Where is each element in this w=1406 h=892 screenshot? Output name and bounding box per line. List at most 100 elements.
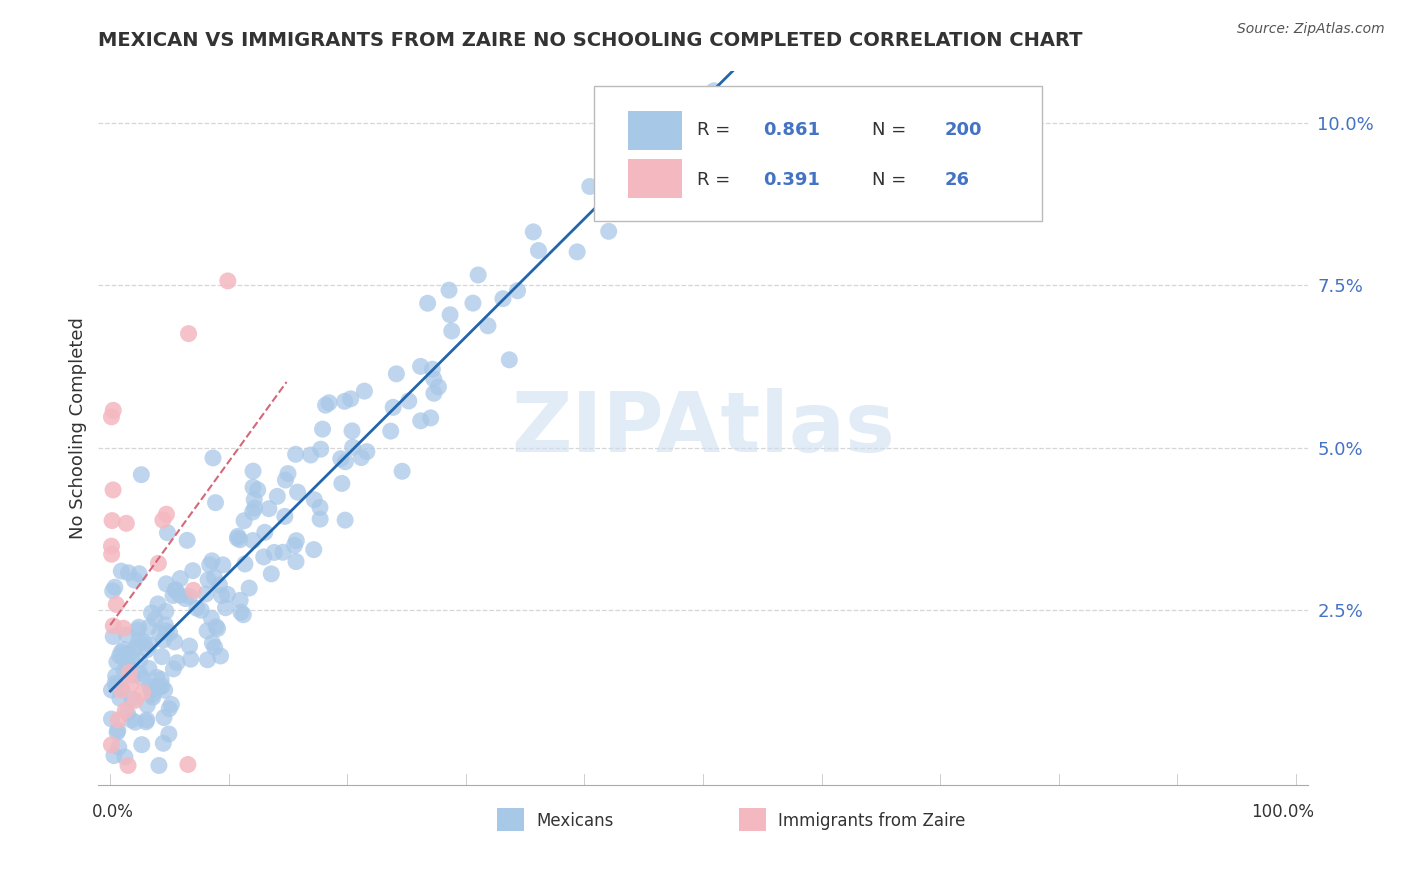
Point — [391, 464, 413, 478]
Point — [266, 489, 288, 503]
Point — [211, 589, 233, 603]
Point — [333, 513, 356, 527]
Point — [150, 673, 173, 687]
Point — [205, 620, 228, 634]
Point — [156, 525, 179, 540]
Point — [117, 758, 139, 772]
Point — [111, 681, 134, 696]
Point — [527, 244, 550, 258]
Point — [330, 476, 353, 491]
Point — [142, 690, 165, 705]
Point — [165, 582, 187, 597]
Point — [120, 713, 142, 727]
Point — [340, 424, 363, 438]
Point — [100, 409, 122, 424]
Point — [703, 84, 725, 98]
Point — [243, 501, 266, 516]
Point — [598, 224, 620, 238]
Point — [108, 691, 131, 706]
Point — [160, 698, 183, 712]
Point — [132, 685, 155, 699]
Point — [112, 621, 135, 635]
Point — [181, 583, 204, 598]
Point — [135, 714, 157, 729]
Point — [214, 600, 236, 615]
Point — [153, 683, 176, 698]
Point — [578, 179, 600, 194]
Point — [271, 545, 294, 559]
Point — [190, 603, 212, 617]
Point — [350, 450, 373, 465]
Point — [333, 394, 356, 409]
Point — [302, 542, 325, 557]
Point — [131, 671, 153, 685]
Text: 100.0%: 100.0% — [1250, 803, 1313, 821]
Point — [152, 633, 174, 648]
Point — [124, 715, 146, 730]
Point — [174, 591, 197, 606]
Text: 0.861: 0.861 — [763, 121, 821, 139]
Point — [153, 710, 176, 724]
Point — [127, 623, 149, 637]
Point — [201, 450, 224, 465]
Point — [209, 648, 232, 663]
Point — [103, 403, 125, 417]
Point — [299, 448, 322, 462]
Point — [596, 131, 619, 145]
Point — [179, 639, 201, 653]
Point — [146, 681, 169, 695]
Point — [274, 473, 297, 487]
Point — [165, 582, 187, 597]
Y-axis label: No Schooling Completed: No Schooling Completed — [69, 318, 87, 539]
Point — [440, 324, 463, 338]
FancyBboxPatch shape — [628, 159, 682, 198]
Point — [115, 628, 138, 642]
Text: 0.0%: 0.0% — [93, 803, 134, 821]
Point — [356, 444, 378, 458]
Point — [204, 495, 226, 509]
Point — [107, 713, 129, 727]
Point — [467, 268, 489, 282]
Point — [152, 513, 174, 527]
Point — [112, 664, 135, 678]
Point — [135, 713, 157, 727]
Point — [342, 440, 364, 454]
Point — [141, 606, 163, 620]
Point — [277, 467, 299, 481]
Point — [124, 641, 146, 656]
Text: ZIPAtlas: ZIPAtlas — [510, 388, 896, 468]
Point — [283, 538, 305, 552]
Point — [112, 642, 135, 657]
Point — [409, 359, 432, 374]
Point — [162, 589, 184, 603]
Point — [201, 554, 224, 568]
Point — [138, 661, 160, 675]
Point — [229, 605, 252, 619]
Point — [287, 485, 309, 500]
Point — [100, 738, 122, 752]
Point — [136, 698, 159, 713]
Point — [148, 758, 170, 772]
Point — [100, 683, 122, 698]
Point — [180, 652, 202, 666]
Point — [166, 656, 188, 670]
Point — [229, 533, 252, 547]
Point — [105, 679, 128, 693]
Point — [155, 577, 177, 591]
Point — [423, 372, 446, 386]
Point — [117, 661, 139, 675]
Point — [128, 654, 150, 668]
Point — [124, 573, 146, 587]
Point — [492, 292, 515, 306]
Point — [565, 244, 588, 259]
Point — [284, 447, 307, 461]
Point — [110, 564, 132, 578]
Point — [145, 670, 167, 684]
Text: Mexicans: Mexicans — [536, 812, 613, 830]
Point — [318, 396, 340, 410]
Point — [118, 665, 141, 680]
Point — [201, 636, 224, 650]
Point — [233, 514, 256, 528]
Point — [134, 635, 156, 649]
Point — [128, 632, 150, 647]
